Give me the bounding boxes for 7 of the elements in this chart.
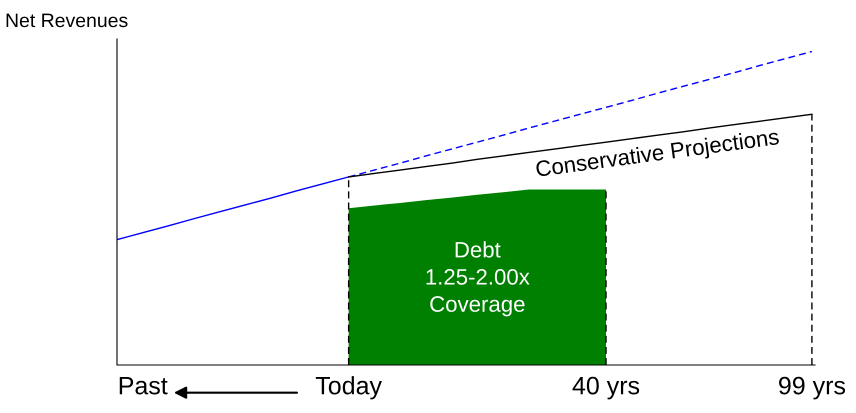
annotation: Debt 1.25-2.00x Coverage — [426, 241, 530, 316]
x-tick-label: 40 yrs — [572, 376, 640, 400]
x-tick-label: Past — [120, 377, 168, 394]
x-tick-label: 99 yrs — [779, 376, 846, 400]
text: Conservative Projections — [535, 128, 780, 182]
x-tick-label: Today — [316, 376, 382, 400]
y-axis-title: Net Revenues — [6, 14, 128, 28]
